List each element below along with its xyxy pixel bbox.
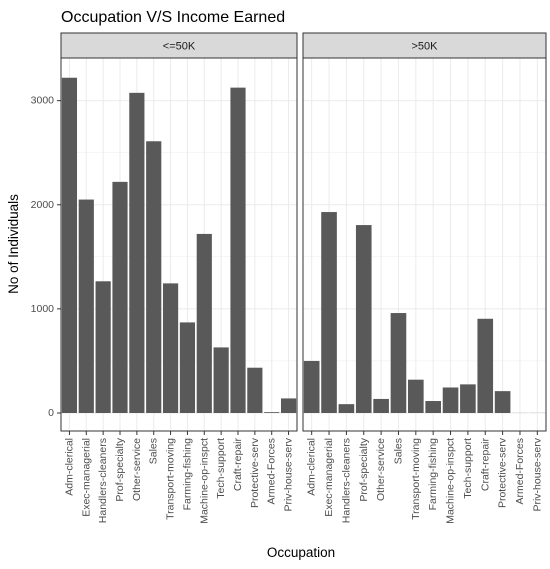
bar <box>338 404 355 413</box>
x-axis-title: Occupation <box>267 545 335 560</box>
bar <box>61 77 78 413</box>
bars <box>303 212 546 413</box>
bar <box>425 401 441 413</box>
x-tick-label: Transport-moving <box>410 438 422 520</box>
panel-border <box>60 57 298 432</box>
bar <box>213 347 229 413</box>
x-tick-label: Transport-moving <box>165 438 177 520</box>
y-tick-label: 0 <box>48 407 54 419</box>
bar <box>280 398 297 413</box>
x-tick-label: Craft-repair <box>479 438 491 492</box>
bar <box>247 367 263 413</box>
bar <box>442 387 459 413</box>
x-tick-label: Other-service <box>375 438 387 501</box>
x-tick-label: Armed-Forces <box>266 438 278 505</box>
x-tick-label: Tech-support <box>462 438 474 499</box>
facet-strip <box>60 32 298 59</box>
x-tick-labels: Adm-clerical Exec-managerial Handlers-clea… <box>63 431 295 524</box>
bar <box>321 212 337 413</box>
bar <box>196 233 212 413</box>
y-tick-label: 1000 <box>31 303 55 315</box>
x-tick-label: Farming-fishing <box>181 438 193 511</box>
y-tick-label: 3000 <box>31 95 55 107</box>
x-tick-label: Protective-serv <box>497 437 509 508</box>
bars <box>61 77 297 414</box>
bar <box>408 379 424 413</box>
bar <box>390 313 407 413</box>
x-tick-label: Other-service <box>131 438 143 501</box>
x-tick-labels: Adm-clerical Exec-managerial Handlers-clea… <box>306 431 543 524</box>
x-tick-label: Priv-house-serv <box>531 437 543 511</box>
grid-lines <box>303 58 546 431</box>
facet-strip-label: <=50K <box>163 41 196 53</box>
x-tick-label: Prof-specialty <box>358 437 370 501</box>
bar <box>230 87 246 413</box>
x-tick-label: Machine-op-inspct <box>198 438 210 524</box>
bar <box>112 181 128 413</box>
x-tick-label: Handlers-cleaners <box>340 438 352 523</box>
bar <box>477 318 494 413</box>
x-tick-label: Tech-support <box>215 438 227 499</box>
bar <box>162 283 179 413</box>
panel-border <box>302 57 547 432</box>
facet-strip-label: >50K <box>412 41 439 53</box>
x-tick-label: Farming-fishing <box>427 438 439 511</box>
x-tick-label: Prof-specialty <box>114 437 126 501</box>
x-tick-label: Protective-serv <box>249 437 261 508</box>
bar <box>78 199 94 413</box>
y-tick-label: 2000 <box>31 199 55 211</box>
bar <box>264 412 280 413</box>
y-axis-title: No of Individuals <box>6 194 21 294</box>
bar <box>494 391 511 413</box>
bar <box>179 322 196 413</box>
bar <box>146 141 162 414</box>
bar <box>95 281 111 413</box>
bar <box>129 92 145 414</box>
x-tick-label: Sales <box>392 438 404 464</box>
facet-panel-gt50k: >50K Adm-clerical Exec-managerial Handlers… <box>302 32 547 524</box>
bar <box>355 225 372 413</box>
bar <box>373 398 389 413</box>
x-tick-label: Priv-house-serv <box>283 437 295 511</box>
x-tick-label: Adm-clerical <box>306 438 318 496</box>
x-tick-label: Craft-repair <box>232 438 244 492</box>
x-tick-label: Sales <box>148 438 160 464</box>
chart-title: Occupation V/S Income Earned <box>61 9 285 26</box>
x-tick-label: Armed-Forces <box>514 438 526 505</box>
x-tick-label: Exec-managerial <box>80 438 92 517</box>
x-tick-label: Machine-op-inspct <box>445 438 457 524</box>
y-axis: 0 1000 2000 3000 <box>31 95 61 419</box>
x-tick-label: Exec-managerial <box>323 438 335 517</box>
facet-panel-le50k: <=50K Adm-clerical Exec-managerial Handler… <box>60 32 298 524</box>
x-tick-label: Handlers-cleaners <box>97 438 109 523</box>
panel-background <box>303 58 546 431</box>
bar <box>460 384 476 413</box>
x-tick-label: Adm-clerical <box>63 438 75 496</box>
bar <box>303 360 320 413</box>
